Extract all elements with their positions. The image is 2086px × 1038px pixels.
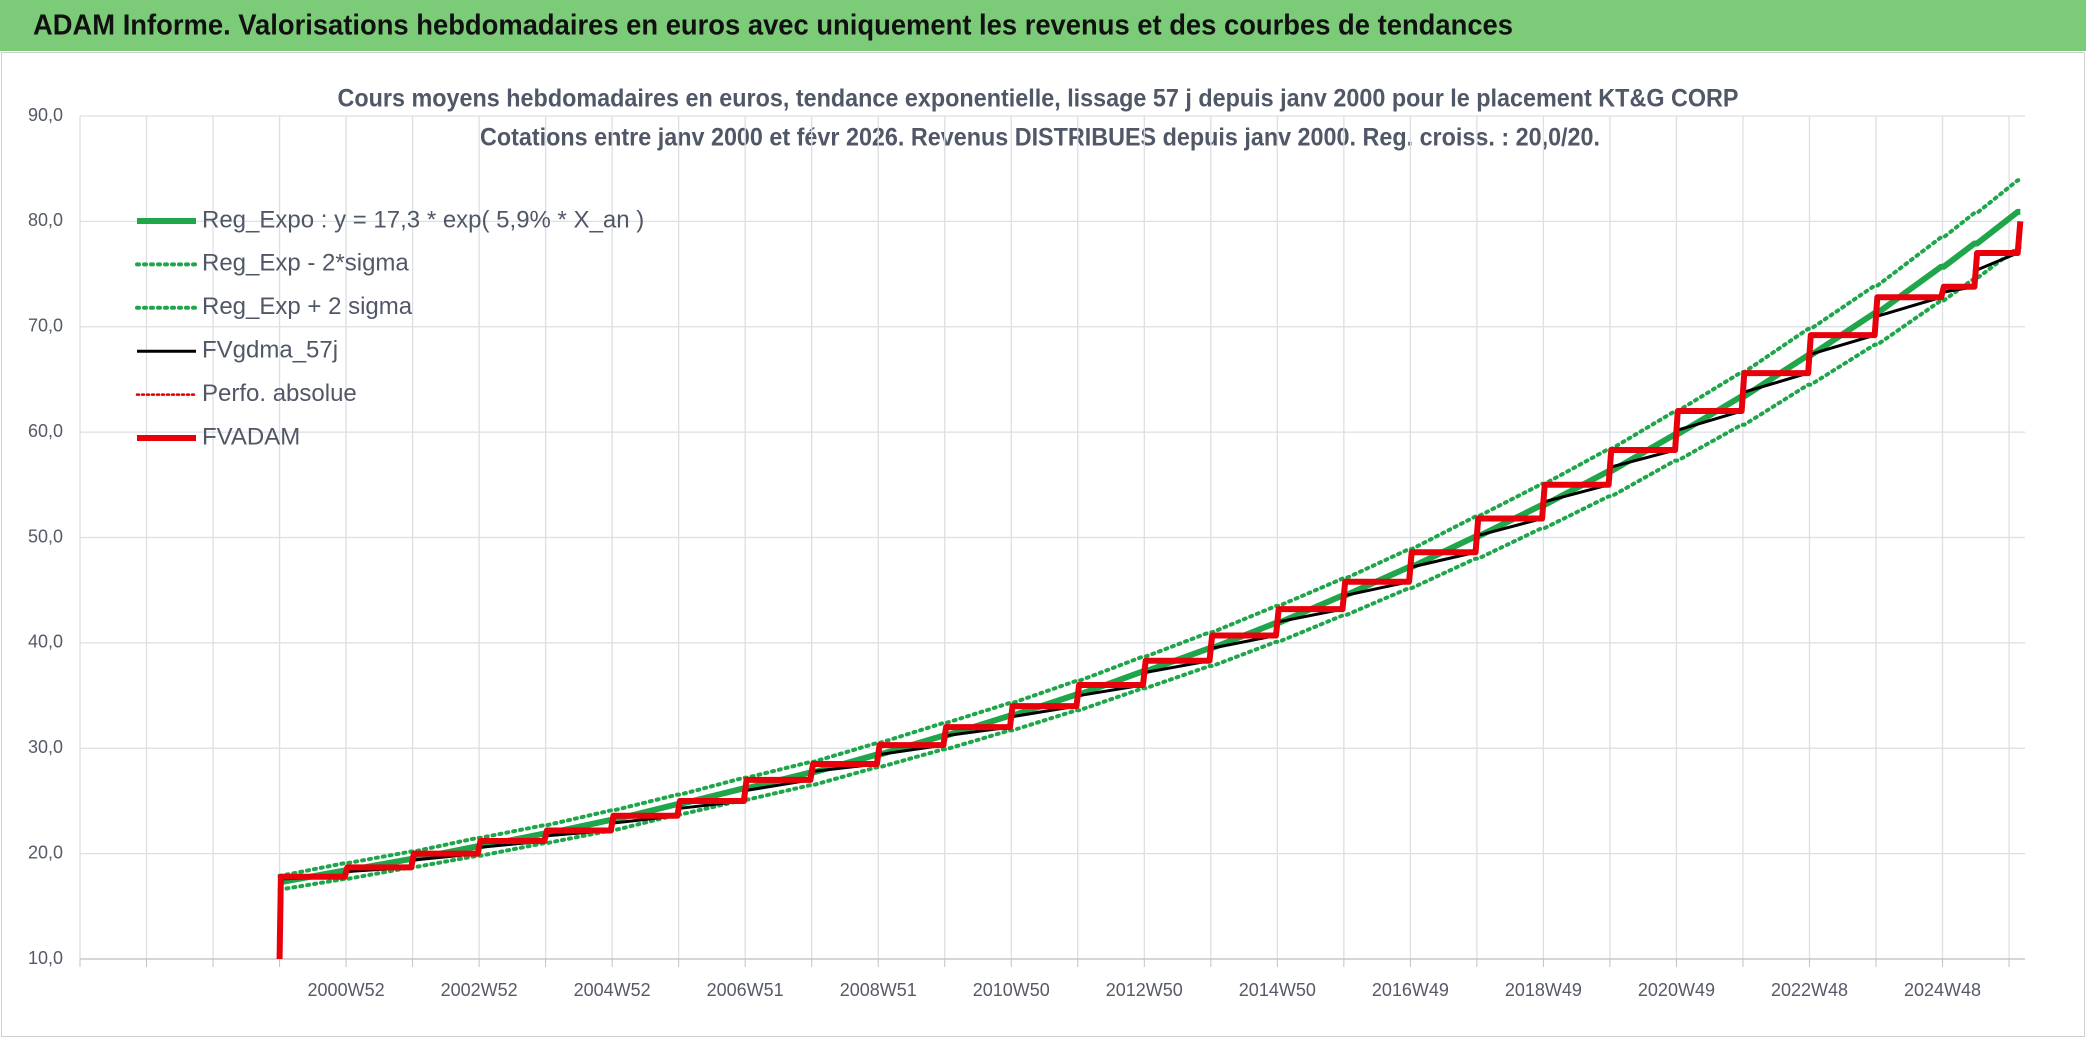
y-tick-label: 40,0 [28, 632, 63, 652]
y-tick-label: 90,0 [28, 105, 63, 125]
title-background [330, 82, 1750, 158]
series-line [278, 236, 2022, 882]
x-tick-label: 2014W50 [1239, 980, 1316, 1000]
legend-label: Reg_Exp - 2*sigma [202, 250, 409, 277]
y-tick-label: 30,0 [28, 737, 63, 757]
header-bar [0, 0, 2086, 51]
y-tick-label: 10,0 [28, 948, 63, 968]
x-tick-label: 2002W52 [441, 980, 518, 1000]
series-line [277, 245, 2023, 892]
header-title: ADAM Informe. Valorisations hebdomadaire… [33, 10, 1513, 42]
legend-label: Reg_Expo : y = 17,3 * exp( 5,9% * X_an ) [202, 206, 644, 233]
series-line [276, 221, 2024, 960]
x-tick-label: 2006W51 [707, 980, 784, 1000]
x-tick-label: 2016W49 [1372, 980, 1449, 1000]
legend-label: Reg_Exp + 2 sigma [202, 293, 413, 320]
legend-label: FVgdma_57j [202, 337, 338, 364]
chart-frame [1, 52, 2085, 1037]
legend-label: Perfo. absolue [202, 380, 357, 407]
x-tick-label: 2012W50 [1106, 980, 1183, 1000]
chart-subtitle: Cotations entre janv 2000 et févr 2026. … [480, 124, 1600, 152]
x-tick-label: 2022W48 [1771, 980, 1848, 1000]
y-tick-label: 80,0 [28, 210, 63, 230]
x-tick-label: 2010W50 [973, 980, 1050, 1000]
chart-title: Cours moyens hebdomadaires en euros, ten… [338, 85, 1739, 113]
series-line [277, 178, 2023, 878]
x-tick-label: 2008W51 [840, 980, 917, 1000]
x-tick-label: 2000W52 [308, 980, 385, 1000]
x-tick-label: 2020W49 [1638, 980, 1715, 1000]
y-tick-label: 20,0 [28, 842, 63, 862]
x-tick-label: 2004W52 [574, 980, 651, 1000]
y-tick-label: 70,0 [28, 316, 63, 336]
x-tick-label: 2024W48 [1904, 980, 1981, 1000]
legend-label: FVADAM [202, 423, 300, 450]
y-tick-label: 60,0 [28, 421, 63, 441]
y-tick-label: 50,0 [28, 526, 63, 546]
x-tick-label: 2018W49 [1505, 980, 1582, 1000]
